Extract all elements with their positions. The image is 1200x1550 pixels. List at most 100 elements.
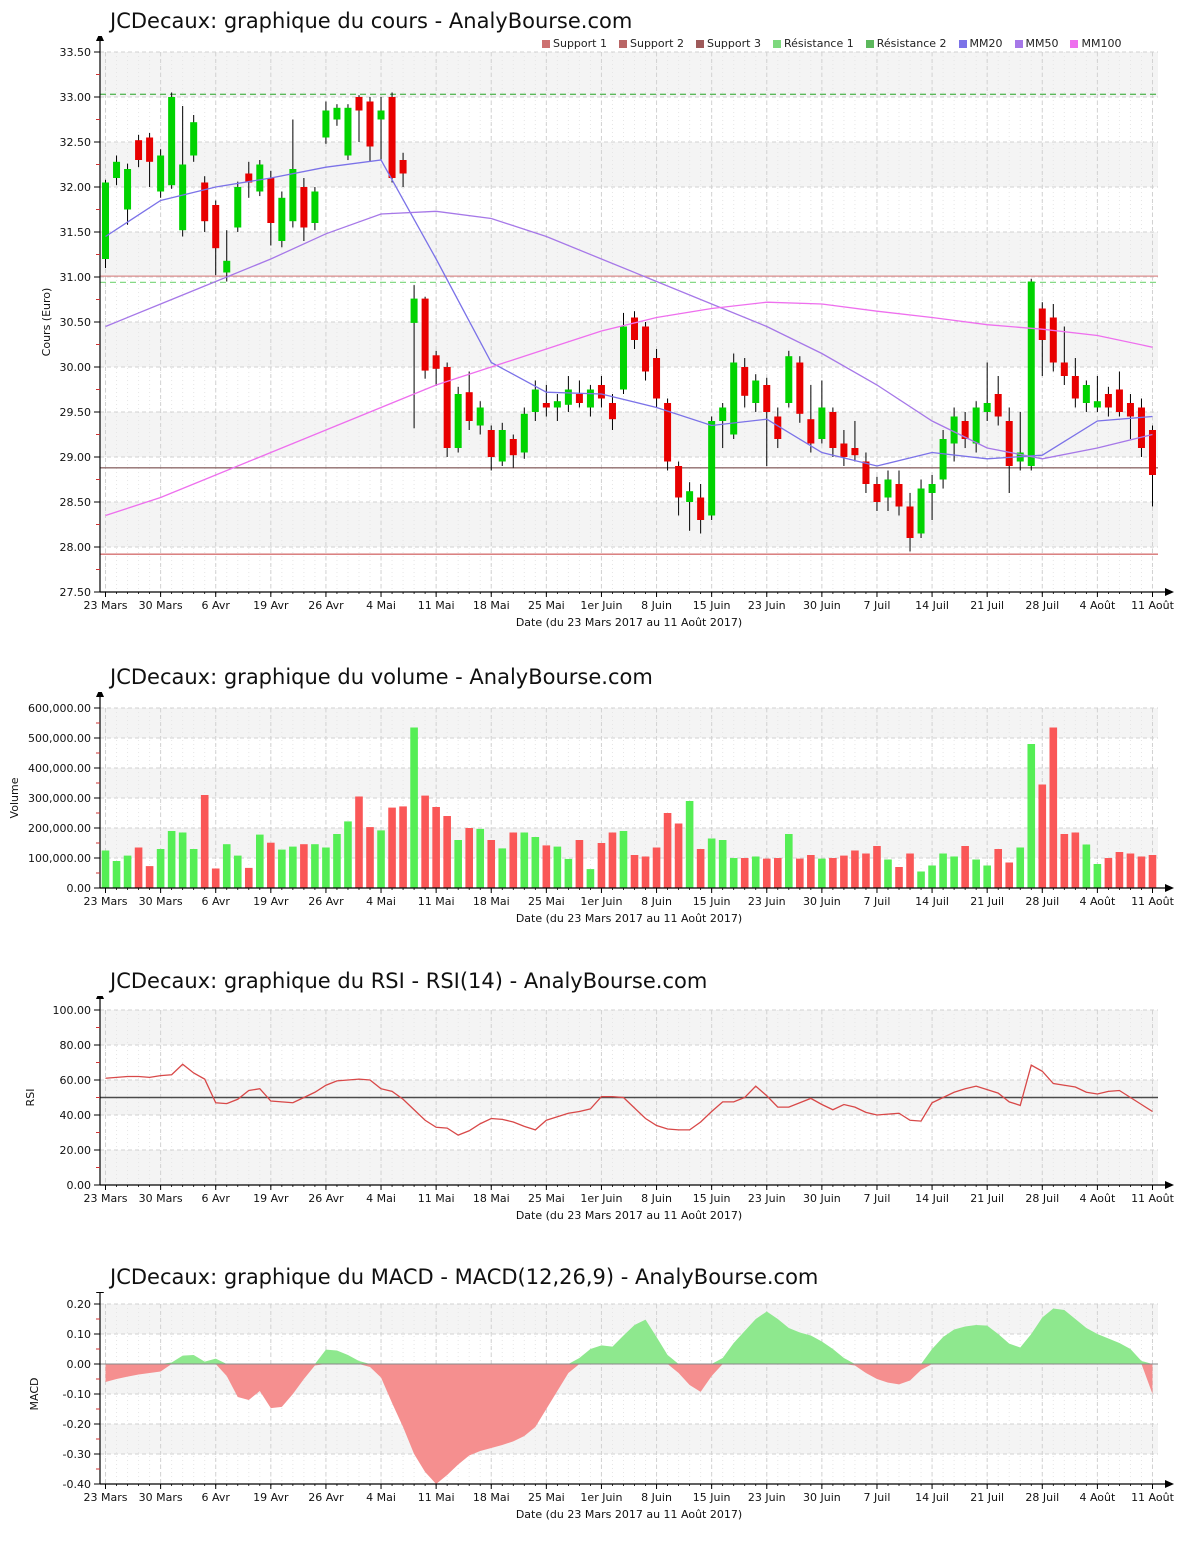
svg-text:8 Juin: 8 Juin [641, 895, 672, 908]
macd-chart-title: JCDecaux: graphique du MACD - MACD(12,26… [110, 1265, 819, 1289]
legend-swatch-resistance-1 [772, 39, 781, 48]
svg-text:15 Juin: 15 Juin [693, 1491, 731, 1504]
svg-text:6 Avr: 6 Avr [202, 895, 231, 908]
svg-text:30 Juin: 30 Juin [803, 1491, 841, 1504]
svg-text:14 Juil: 14 Juil [915, 895, 949, 908]
svg-text:30 Mars: 30 Mars [139, 1192, 183, 1205]
price-candlestick-chart: 33.50 33.00 32.50 32.00 31.50 31.00 30.50 30.00… [40, 36, 1175, 629]
price-chart-title: JCDecaux: graphique du cours - AnalyBour… [110, 9, 633, 33]
svg-text:19 Avr: 19 Avr [253, 895, 289, 908]
legend-swatch-resistance-2 [865, 39, 874, 48]
price-chart-legend: Support 1 Support 2 Support 3 Résistance 1 R… [542, 37, 1121, 50]
svg-text:0.20: 0.20 [67, 1298, 92, 1311]
svg-text:30 Mars: 30 Mars [139, 895, 183, 908]
legend-swatch-mm50 [1014, 39, 1023, 48]
svg-text:100,000.00: 100,000.00 [28, 852, 91, 865]
svg-text:4 Mai: 4 Mai [366, 1192, 396, 1205]
svg-text:-0.20: -0.20 [63, 1418, 91, 1431]
svg-text:31.00: 31.00 [60, 271, 92, 284]
svg-text:Cours (Euro): Cours (Euro) [40, 288, 53, 357]
svg-text:4 Août: 4 Août [1079, 1491, 1116, 1504]
svg-text:19 Avr: 19 Avr [253, 1192, 289, 1205]
rsi-chart-title: JCDecaux: graphique du RSI - RSI(14) - A… [110, 969, 708, 993]
svg-text:25 Mai: 25 Mai [528, 1491, 565, 1504]
svg-text:28.00: 28.00 [60, 541, 92, 554]
svg-text:8 Juin: 8 Juin [641, 1192, 672, 1205]
svg-text:7 Juil: 7 Juil [864, 1192, 891, 1205]
svg-text:15 Juin: 15 Juin [693, 1192, 731, 1205]
legend-item-mm100: MM100 [1070, 37, 1121, 50]
svg-text:31.50: 31.50 [60, 226, 92, 239]
svg-text:11 Mai: 11 Mai [418, 1491, 455, 1504]
svg-text:60.00: 60.00 [60, 1074, 92, 1087]
svg-text:23 Juin: 23 Juin [748, 599, 786, 612]
volume-chart-title: JCDecaux: graphique du volume - AnalyBou… [110, 665, 653, 689]
svg-text:11 Août: 11 Août [1131, 1491, 1175, 1504]
legend-label-support-1: Support 1 [553, 37, 607, 50]
svg-text:1er Juin: 1er Juin [580, 1491, 622, 1504]
svg-text:26 Avr: 26 Avr [308, 1192, 344, 1205]
svg-text:23 Mars: 23 Mars [84, 599, 128, 612]
svg-text:4 Mai: 4 Mai [366, 1491, 396, 1504]
legend-label-mm50: MM50 [1025, 37, 1059, 50]
svg-text:21 Juil: 21 Juil [970, 1192, 1004, 1205]
svg-text:23 Mars: 23 Mars [84, 1192, 128, 1205]
svg-text:28 Juil: 28 Juil [1025, 599, 1059, 612]
svg-text:4 Août: 4 Août [1079, 599, 1116, 612]
svg-text:6 Avr: 6 Avr [202, 1192, 231, 1205]
svg-text:6 Avr: 6 Avr [202, 1491, 231, 1504]
svg-text:Date (du 23 Mars 2017 au 11 Ao: Date (du 23 Mars 2017 au 11 Août 2017) [516, 1209, 742, 1222]
svg-text:32.00: 32.00 [60, 181, 92, 194]
svg-text:7 Juil: 7 Juil [864, 1491, 891, 1504]
legend-swatch-support-3 [695, 39, 704, 48]
legend-item-mm20: MM20 [958, 37, 1003, 50]
svg-text:29.50: 29.50 [60, 406, 92, 419]
svg-text:21 Juil: 21 Juil [970, 599, 1004, 612]
svg-text:500,000.00: 500,000.00 [28, 732, 91, 745]
svg-text:80.00: 80.00 [60, 1039, 92, 1052]
svg-text:11 Mai: 11 Mai [418, 599, 455, 612]
svg-text:4 Août: 4 Août [1079, 895, 1116, 908]
svg-text:23 Mars: 23 Mars [84, 1491, 128, 1504]
svg-text:15 Juin: 15 Juin [693, 895, 731, 908]
svg-text:7 Juil: 7 Juil [864, 895, 891, 908]
svg-text:18 Mai: 18 Mai [473, 599, 510, 612]
legend-swatch-mm100 [1070, 39, 1079, 48]
svg-text:21 Juil: 21 Juil [970, 1491, 1004, 1504]
svg-text:19 Avr: 19 Avr [253, 599, 289, 612]
legend-item-mm50: MM50 [1014, 37, 1059, 50]
svg-text:15 Juin: 15 Juin [693, 599, 731, 612]
svg-text:25 Mai: 25 Mai [528, 895, 565, 908]
legend-item-support-2: Support 2 [618, 37, 684, 50]
svg-text:18 Mai: 18 Mai [473, 1192, 510, 1205]
svg-text:28 Juil: 28 Juil [1025, 1192, 1059, 1205]
svg-text:0.10: 0.10 [67, 1328, 92, 1341]
svg-text:0.00: 0.00 [67, 882, 92, 895]
svg-text:Date (du 23 Mars 2017 au 11 Ao: Date (du 23 Mars 2017 au 11 Août 2017) [516, 616, 742, 629]
svg-text:MACD: MACD [28, 1378, 41, 1411]
svg-text:Date (du 23 Mars 2017 au 11 Ao: Date (du 23 Mars 2017 au 11 Août 2017) [516, 912, 742, 925]
svg-text:1er Juin: 1er Juin [580, 1192, 622, 1205]
volume-bar-chart: 600,000.00 500,000.00 400,000.00 300,000.00… [8, 692, 1175, 925]
svg-text:25 Mai: 25 Mai [528, 1192, 565, 1205]
legend-label-support-2: Support 2 [629, 37, 684, 50]
svg-text:8 Juin: 8 Juin [641, 599, 672, 612]
svg-text:20.00: 20.00 [60, 1144, 92, 1157]
svg-text:1er Juin: 1er Juin [580, 599, 622, 612]
svg-text:11 Août: 11 Août [1131, 599, 1175, 612]
svg-text:0.00: 0.00 [67, 1179, 92, 1192]
legend-swatch-mm20 [958, 39, 967, 48]
legend-label-mm20: MM20 [969, 37, 1003, 50]
svg-text:30 Mars: 30 Mars [139, 599, 183, 612]
svg-text:11 Août: 11 Août [1131, 1192, 1175, 1205]
svg-text:28 Juil: 28 Juil [1025, 1491, 1059, 1504]
svg-text:Date (du 23 Mars 2017 au 11 Ao: Date (du 23 Mars 2017 au 11 Août 2017) [516, 1508, 742, 1521]
svg-text:23 Mars: 23 Mars [84, 895, 128, 908]
svg-text:Volume: Volume [8, 777, 21, 818]
svg-text:40.00: 40.00 [60, 1109, 92, 1122]
legend-swatch-support-2 [618, 39, 627, 48]
svg-text:25 Mai: 25 Mai [528, 599, 565, 612]
svg-text:26 Avr: 26 Avr [308, 599, 344, 612]
legend-label-resistance-1: Résistance 1 [783, 37, 854, 50]
